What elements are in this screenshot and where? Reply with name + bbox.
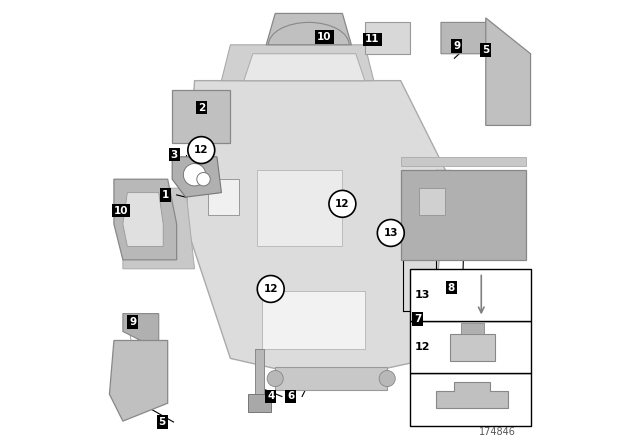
Text: 8: 8	[447, 283, 455, 293]
Text: 7: 7	[414, 314, 421, 324]
Text: 7: 7	[414, 314, 421, 324]
Text: 11: 11	[365, 34, 380, 44]
Polygon shape	[123, 188, 195, 269]
Text: 12: 12	[194, 145, 209, 155]
Polygon shape	[248, 394, 271, 412]
Polygon shape	[114, 179, 177, 260]
Polygon shape	[365, 22, 410, 54]
Bar	[461, 323, 484, 334]
Polygon shape	[123, 193, 163, 246]
Polygon shape	[441, 22, 490, 54]
Text: 5: 5	[159, 417, 166, 427]
Circle shape	[267, 370, 284, 387]
Polygon shape	[436, 382, 508, 409]
Polygon shape	[257, 170, 342, 246]
Polygon shape	[208, 179, 239, 215]
Text: 4: 4	[267, 392, 275, 401]
Circle shape	[188, 137, 215, 164]
Circle shape	[379, 370, 396, 387]
Polygon shape	[186, 81, 445, 381]
Text: 2: 2	[198, 103, 205, 112]
Polygon shape	[266, 13, 351, 45]
Text: 5: 5	[482, 45, 490, 55]
Text: 12: 12	[335, 199, 349, 209]
Polygon shape	[419, 188, 445, 215]
Polygon shape	[109, 340, 168, 421]
Circle shape	[184, 164, 206, 186]
Polygon shape	[486, 18, 531, 125]
Text: 12: 12	[415, 342, 431, 352]
Polygon shape	[401, 157, 526, 166]
Polygon shape	[172, 157, 221, 197]
Polygon shape	[401, 170, 526, 260]
Circle shape	[378, 220, 404, 246]
Polygon shape	[221, 45, 374, 81]
Text: 9: 9	[453, 41, 460, 51]
Circle shape	[329, 190, 356, 217]
Bar	[450, 334, 495, 361]
Bar	[410, 373, 531, 426]
Text: 10: 10	[113, 206, 128, 215]
Circle shape	[197, 172, 210, 186]
Bar	[410, 269, 531, 321]
Text: 8: 8	[447, 283, 455, 293]
Text: 10: 10	[317, 32, 332, 42]
Text: 174846: 174846	[479, 427, 515, 437]
Text: 13: 13	[383, 228, 398, 238]
Text: 1: 1	[162, 190, 169, 200]
Polygon shape	[172, 90, 230, 143]
Circle shape	[257, 276, 284, 302]
Text: 9: 9	[129, 317, 136, 327]
Polygon shape	[255, 349, 264, 403]
Polygon shape	[244, 54, 365, 81]
Text: 12: 12	[264, 284, 278, 294]
Text: 3: 3	[171, 150, 178, 159]
Bar	[410, 321, 531, 373]
Text: 6: 6	[287, 392, 294, 401]
Polygon shape	[262, 291, 365, 349]
Polygon shape	[123, 314, 159, 349]
Text: 13: 13	[415, 290, 430, 300]
Polygon shape	[275, 367, 387, 390]
